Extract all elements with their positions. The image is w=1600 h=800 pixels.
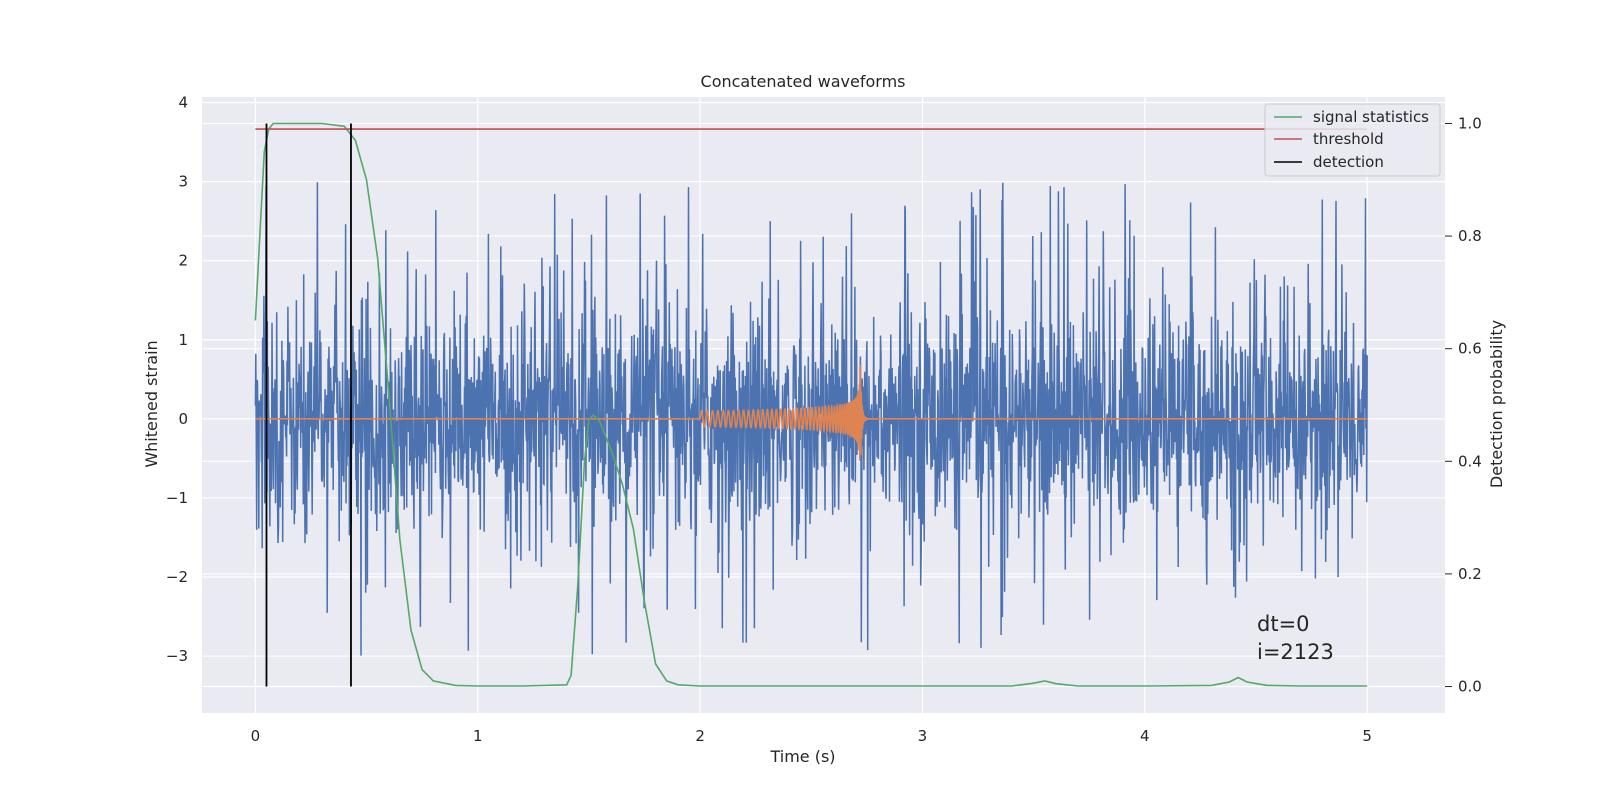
y-left-tick-label: 3	[178, 173, 188, 191]
signal-statistics-line	[254, 122, 1368, 687]
legend-label-threshold: threshold	[1313, 130, 1384, 148]
y-left-tick-label: 2	[178, 252, 188, 270]
waveform-series-line	[255, 364, 1368, 461]
strain-series-line	[254, 182, 1368, 656]
y-left-tick-label: 4	[178, 94, 188, 112]
y-right-tick-label: 0.2	[1458, 565, 1482, 583]
y-axis-right-ticks: 0.0 0.2 0.4 0.6 0.8 1.0	[1445, 114, 1482, 696]
y-left-tick-label: −1	[166, 489, 188, 507]
x-axis-label: Time (s)	[769, 747, 835, 766]
y-axis-left-label: Whitened strain	[142, 340, 161, 467]
x-tick-label: 2	[695, 727, 705, 745]
y-axis-right-label: Detection probability	[1487, 320, 1506, 488]
y-axis-left-ticks: −3 −2 −1 0 1 2 3 4	[166, 94, 188, 666]
x-tick-label: 5	[1362, 727, 1372, 745]
y-left-tick-label: 0	[178, 410, 188, 428]
legend-box	[1264, 103, 1441, 177]
detection-lines	[265, 123, 352, 687]
y-left-tick-label: −2	[166, 568, 188, 586]
x-tick-label: 3	[918, 727, 928, 745]
y-right-tick-label: 0.8	[1458, 227, 1482, 245]
y-right-tick-label: 0.4	[1458, 452, 1482, 470]
x-tick-label: 0	[251, 727, 261, 745]
x-tick-label: 1	[473, 727, 483, 745]
legend-label-detection: detection	[1313, 153, 1384, 171]
y-left-tick-label: 1	[178, 331, 188, 349]
annotation-dt: dt=0	[1257, 612, 1310, 636]
annotation-index: i=2123	[1257, 640, 1334, 664]
y-right-tick-label: 0.0	[1458, 678, 1482, 696]
x-axis-ticks: 0 1 2 3 4 5	[251, 727, 1372, 745]
y-right-tick-label: 0.6	[1458, 340, 1482, 358]
y-right-tick-label: 1.0	[1458, 114, 1482, 132]
x-tick-label: 4	[1140, 727, 1150, 745]
y-left-tick-label: −3	[166, 647, 188, 665]
chart-title: Concatenated waveforms	[701, 72, 906, 91]
legend-label-signal-statistics: signal statistics	[1313, 108, 1429, 126]
plot-series	[254, 122, 1368, 687]
legend: signal statistics threshold detection	[1264, 103, 1441, 177]
